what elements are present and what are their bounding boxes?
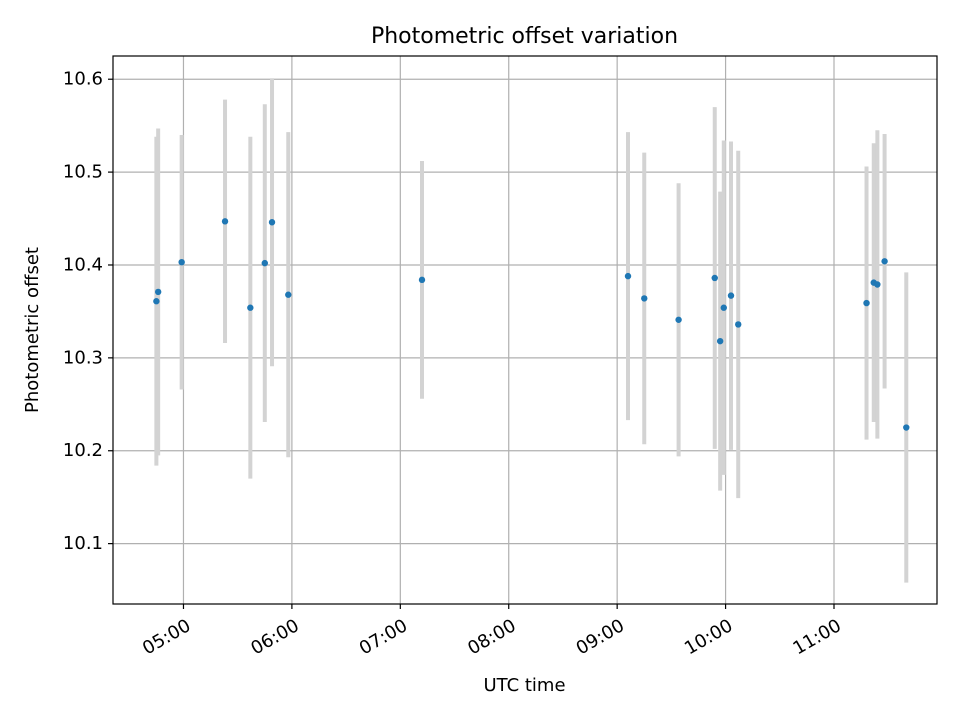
data-point xyxy=(221,218,229,225)
grid xyxy=(113,56,937,604)
error-bars xyxy=(154,78,909,583)
x-tick-label: 09:00 xyxy=(573,615,628,659)
data-point xyxy=(285,291,292,298)
y-tick-label: 10.4 xyxy=(63,254,103,275)
y-tick-label: 10.6 xyxy=(63,69,103,90)
x-axis-label: UTC time xyxy=(483,675,565,696)
y-axis-label: Photometric offset xyxy=(22,247,43,413)
data-point xyxy=(903,424,910,431)
data-point xyxy=(261,259,268,267)
data-point xyxy=(675,316,682,323)
x-tick-label: 05:00 xyxy=(139,615,194,659)
plot-frame xyxy=(112,55,938,605)
x-tick-label: 11:00 xyxy=(789,615,844,659)
data-point xyxy=(624,272,632,280)
data-point xyxy=(247,304,254,311)
y-tick-label: 10.3 xyxy=(63,347,103,368)
data-point xyxy=(720,304,727,311)
x-tick-label: 10:00 xyxy=(681,615,736,659)
data-point xyxy=(716,337,724,345)
x-tick-label: 07:00 xyxy=(356,615,411,659)
data-point xyxy=(178,258,185,266)
data-point xyxy=(874,281,881,288)
data-point xyxy=(881,258,888,265)
data-point xyxy=(711,274,718,282)
data-point xyxy=(418,276,426,284)
x-tick-label: 06:00 xyxy=(247,615,302,659)
data-point xyxy=(735,321,742,328)
data-point xyxy=(641,295,648,302)
x-tick-label: 08:00 xyxy=(464,615,519,659)
y-tick-label: 10.2 xyxy=(63,440,103,461)
data-points xyxy=(153,218,910,431)
y-tick-label: 10.5 xyxy=(63,162,103,183)
data-point xyxy=(268,219,276,226)
chart-title: Photometric offset variation xyxy=(371,24,678,49)
data-point xyxy=(727,292,735,299)
data-point xyxy=(154,288,162,296)
data-point xyxy=(863,299,870,307)
data-point xyxy=(153,298,160,305)
y-tick-label: 10.1 xyxy=(63,533,103,554)
